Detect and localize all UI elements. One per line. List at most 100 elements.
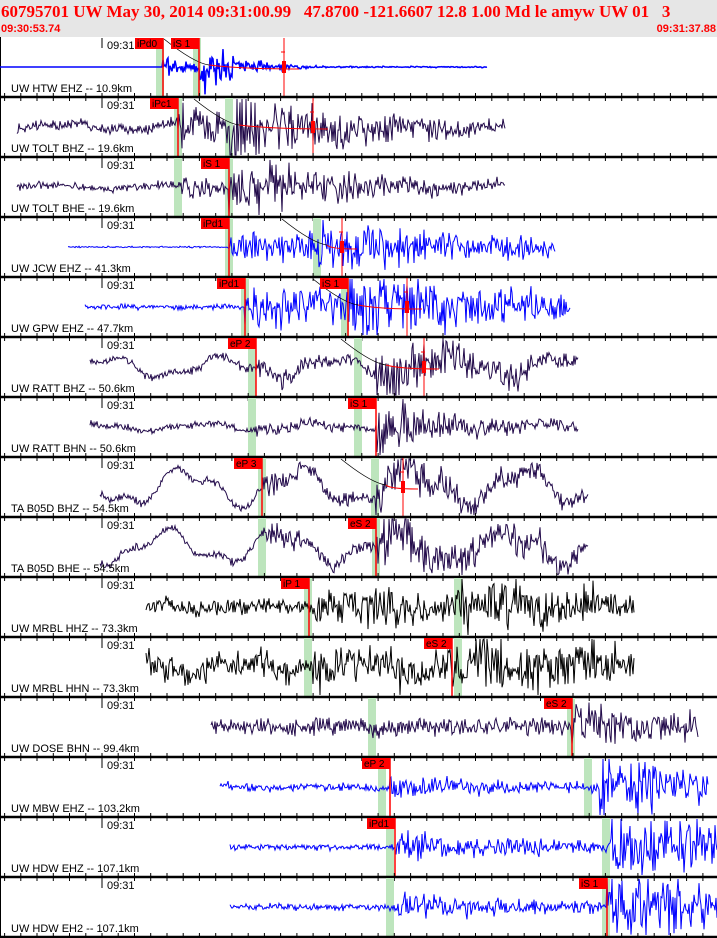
coda-fit-line	[385, 364, 440, 370]
waveform-trace	[99, 458, 589, 516]
station-label: UW MRBL HHZ -- 73.3km	[11, 623, 138, 635]
minute-label: 09:31	[107, 640, 135, 652]
trace-panel[interactable]: 09:31 eS 2 UW MRBL HHN -- 73.3km	[0, 637, 717, 701]
minute-label: 09:31	[107, 220, 135, 232]
coda-fit-line	[208, 64, 300, 70]
trace-panel[interactable]: 09:31 iS 1 UW TOLT BHE -- 19.6km	[0, 158, 717, 221]
phase-window	[248, 398, 256, 457]
phase-pick-tag[interactable]	[579, 878, 607, 889]
trace-panel[interactable]: 09:31 eS 2 TA B05D BHE -- 54.5km	[0, 518, 717, 581]
trace-panel[interactable]: 09:31 iPd1 UW HDW EHZ -- 107.1km	[0, 818, 717, 881]
waveform-trace	[229, 818, 717, 876]
phase-window	[304, 638, 312, 697]
waveform-trace	[219, 758, 709, 816]
minute-label: 09:31	[107, 160, 135, 172]
phase-pick-tag[interactable]	[320, 278, 348, 289]
trace-panel[interactable]: 09:31 iPd0 iS 1 UW HTW EHZ -- 10.9km	[0, 38, 717, 101]
waveform-trace	[89, 398, 579, 456]
phase-pick-label: eP 2	[364, 759, 385, 770]
minute-label: 09:31	[107, 40, 135, 52]
phase-window	[248, 338, 256, 397]
waveform-trace	[16, 98, 506, 156]
phase-pick-label: iPd1	[219, 279, 239, 290]
waveform-trace	[89, 338, 579, 396]
trace-panel[interactable]: 09:31 eP 2 UW RATT BHZ -- 50.6km	[0, 338, 717, 401]
coda-marker-box	[405, 301, 409, 313]
phase-window	[258, 518, 266, 577]
coda-fit-line	[326, 244, 358, 250]
phase-pick-tag[interactable]	[135, 38, 163, 49]
coda-marker-box	[422, 361, 426, 373]
waveform-trace	[229, 878, 717, 936]
phase-pick-tag[interactable]	[348, 398, 376, 409]
trace-panel[interactable]: 09:31 iPd1 UW JCW EHZ -- 41.3km	[0, 218, 717, 281]
phase-pick-label: iS 1	[173, 39, 191, 50]
phase-pick-tag[interactable]	[367, 818, 395, 829]
phase-pick-tag[interactable]	[201, 158, 229, 169]
coda-curve	[193, 98, 240, 126]
phase-pick-label: iS 1	[322, 279, 340, 290]
phase-pick-tag[interactable]	[234, 458, 262, 469]
minute-label: 09:31	[107, 820, 135, 832]
station-label: UW HDW EH2 -- 107.1km	[11, 923, 139, 935]
phase-pick-tag[interactable]	[201, 218, 229, 229]
station-label: UW HDW EHZ -- 107.1km	[11, 863, 139, 875]
coda-fit-line	[238, 124, 329, 130]
phase-pick-tag[interactable]	[544, 698, 572, 709]
station-label: TA B05D BHE -- 54.5km	[11, 563, 129, 575]
phase-pick-label: iPc1	[152, 99, 172, 110]
phase-pick-tag[interactable]	[171, 38, 199, 49]
station-label: UW MBW EHZ -- 103.2km	[11, 803, 140, 815]
trace-panel[interactable]: 09:31 eP 3 TA B05D BHZ -- 54.5km	[0, 458, 717, 521]
trace-panel[interactable]: 09:31 iPd1 iS 1 UW GPW EHZ -- 47.7km	[0, 278, 717, 341]
coda-curve	[312, 278, 359, 306]
station-label: UW RATT BHN -- 50.6km	[11, 443, 136, 455]
minute-label: 09:31	[107, 520, 135, 532]
trace-panel[interactable]: 09:31 eS 2 UW DOSE BHN -- 99.4km	[0, 698, 717, 761]
phase-pick-label: iS 1	[203, 159, 221, 170]
coda-marker-box	[311, 121, 315, 133]
minute-label: 09:31	[107, 280, 135, 292]
trace-panel[interactable]: 09:31 iS 1 UW RATT BHN -- 50.6km	[0, 398, 717, 461]
station-label: TA B05D BHZ -- 54.5km	[11, 503, 129, 515]
minute-label: 09:31	[107, 400, 135, 412]
station-label: UW GPW EHZ -- 47.7km	[11, 323, 133, 335]
phase-pick-tag[interactable]	[150, 98, 178, 109]
coda-marker-box	[340, 241, 344, 253]
phase-pick-label: iPd1	[203, 219, 223, 230]
waveform-trace	[0, 49, 488, 95]
phase-pick-tag[interactable]	[228, 338, 256, 349]
coda-curve	[163, 38, 210, 66]
trace-panel[interactable]: 09:31 eP 2 UW MBW EHZ -- 103.2km	[0, 758, 717, 821]
waveform-trace	[16, 159, 506, 216]
phase-pick-tag[interactable]	[362, 758, 390, 769]
trace-panel[interactable]: 09:31 iPc1 UW TOLT BHZ -- 19.6km	[0, 98, 717, 161]
phase-pick-tag[interactable]	[281, 578, 309, 589]
station-label: UW TOLT BHE -- 19.6km	[11, 203, 134, 215]
phase-window	[174, 158, 182, 217]
trace-panel[interactable]: 09:31 iP 1 UW MRBL HHZ -- 73.3km	[0, 578, 717, 641]
phase-pick-tag[interactable]	[217, 278, 245, 289]
station-label: UW DOSE BHN -- 99.4km	[11, 743, 139, 755]
phase-pick-tag[interactable]	[348, 518, 376, 529]
phase-pick-label: iS 1	[350, 399, 368, 410]
phase-pick-label: iP 1	[283, 579, 300, 590]
station-label: UW MRBL HHN -- 73.3km	[11, 683, 139, 695]
phase-pick-label: eP 2	[230, 339, 251, 350]
phase-window	[386, 878, 394, 937]
phase-window	[454, 578, 462, 637]
phase-window	[602, 818, 610, 877]
coda-fit-line	[357, 304, 423, 310]
phase-pick-label: eP 3	[236, 459, 257, 470]
phase-pick-tag[interactable]	[424, 638, 452, 649]
trace-panel[interactable]: 09:31 iS 1 UW HDW EH2 -- 107.1km	[0, 878, 717, 938]
minute-label: 09:31	[107, 760, 135, 772]
station-label: UW HTW EHZ -- 10.9km	[11, 83, 132, 95]
phase-window	[386, 818, 394, 877]
phase-pick-label: eS 2	[350, 519, 371, 530]
window-end-time: 09:31:37.88	[656, 23, 716, 35]
minute-label: 09:31	[107, 580, 135, 592]
waveform-trace	[210, 702, 699, 745]
phase-pick-label: eS 2	[426, 639, 447, 650]
